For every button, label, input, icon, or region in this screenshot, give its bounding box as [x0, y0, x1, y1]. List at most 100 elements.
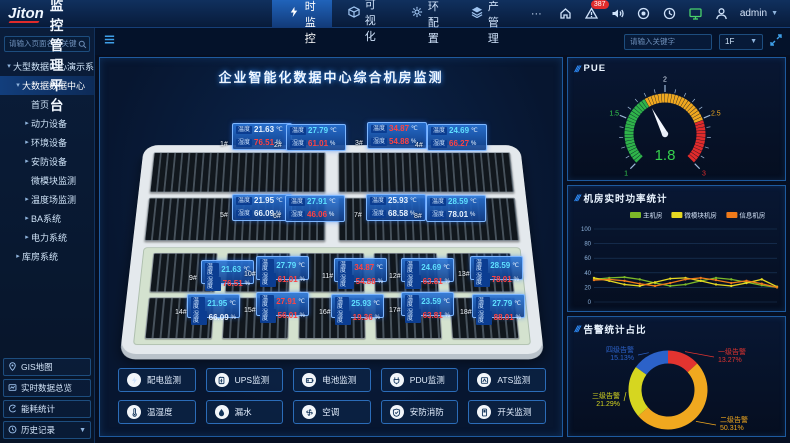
tree-caret-icon: ▸ [25, 196, 29, 203]
panel-title-icon: /// [573, 63, 582, 74]
sidebar-button-4[interactable]: 历史记录 ▼ [3, 421, 91, 439]
sensor-readout-3[interactable]: 3# 温度 34.87 ℃ 湿度 54.88% [355, 122, 427, 149]
temp-label: 温度 [476, 297, 491, 311]
tree-node-4[interactable]: ▸ 动力设备 [0, 114, 94, 133]
sensor-readout-5[interactable]: 5# 温度 21.95 ℃ 湿度 66.09% [220, 194, 292, 221]
monitor-button-7[interactable]: 漏水 [205, 400, 284, 424]
svg-text:四级告警: 四级告警 [606, 345, 634, 354]
sensor-readout-11[interactable]: 11# 温度 34.87 ℃ 湿度 54.88% [322, 258, 387, 289]
monitor-button-9[interactable]: 安防消防 [380, 400, 459, 424]
sensor-readout-2[interactable]: 2# 温度 27.79 ℃ 湿度 61.01% [274, 124, 346, 151]
tree-node-11[interactable]: ▸ 库房系统 [0, 247, 94, 266]
menu-toggle-icon[interactable] [103, 33, 116, 51]
monitor-button-8[interactable]: 空调 [293, 400, 371, 424]
monitor-button-5[interactable]: ATS监测 [468, 368, 546, 392]
tree-node-2[interactable]: ▾ 大数据数据中心 [0, 75, 94, 95]
sidebar-button-2[interactable]: 实时数据总览 [3, 379, 91, 397]
nav-item-3[interactable]: 动环配置 [395, 0, 455, 45]
tree-node-3[interactable]: 首页 [0, 95, 94, 114]
user-icon[interactable] [714, 6, 729, 21]
datacenter-3d-scene[interactable]: 1# 温度 21.63 ℃ 湿度 76.51% 2# 温度 27.79 ℃ 湿度 61.01% 3# 温度… [100, 88, 564, 364]
monitor-icon[interactable] [688, 6, 703, 21]
sensor-readout-1[interactable]: 1# 温度 21.63 ℃ 湿度 76.51% [220, 123, 292, 150]
tree-node-label: 安防设备 [31, 156, 68, 167]
nav-item-label: 3D可视化 [364, 0, 376, 43]
sidebar-search-input[interactable] [4, 35, 90, 52]
sensor-id: 8# [414, 213, 422, 220]
hum-value: 61.01 [308, 139, 329, 148]
hum-label: 湿度 [338, 275, 354, 289]
record-icon[interactable] [636, 6, 651, 21]
temp-value: 25.93 [388, 196, 409, 205]
sensor-readout-15[interactable]: 15# 温度 27.91 ℃ 湿度 56.01% [244, 292, 309, 323]
main-nav: 实时监控 3D可视化 动环配置 资产管理 ··· [271, 0, 558, 45]
home-icon[interactable] [558, 6, 573, 21]
hum-value: 66.27 [449, 139, 470, 148]
rack-block [338, 152, 515, 193]
app-header: Jiton 计通智能监控管理平台 实时监控 3D可视化 动环配置 资产管理 ··· 38… [0, 0, 790, 113]
svg-text:50.31%: 50.31% [720, 425, 744, 432]
monitor-button-1[interactable]: 配电监测 [118, 368, 196, 392]
svg-text:15.13%: 15.13% [610, 355, 634, 362]
tree-node-8[interactable]: ▸ 温度场监测 [0, 190, 94, 209]
monitor-button-6[interactable]: 温湿度 [118, 400, 196, 424]
hum-unit: % [411, 139, 417, 145]
sidebar-button-3[interactable]: 能耗统计 [3, 400, 91, 418]
sensor-readout-7[interactable]: 7# 温度 25.93 ℃ 湿度 68.58% [354, 194, 426, 221]
sensor-readout-16[interactable]: 16# 温度 25.93 ℃ 湿度 19.36% [319, 294, 384, 325]
tree-node-10[interactable]: ▸ 电力系统 [0, 228, 94, 247]
sensor-readout-10[interactable]: 10# 温度 27.79 ℃ 湿度 61.01% [244, 256, 309, 287]
temp-unit: ℃ [243, 267, 250, 273]
tree-node-9[interactable]: ▸ BA系统 [0, 209, 94, 228]
alarm-icon[interactable]: 387 [584, 0, 609, 21]
tree-node-6[interactable]: ▸ 安防设备 [0, 152, 94, 171]
ats-icon [477, 373, 492, 387]
thermometer-icon [127, 405, 141, 419]
speaker-icon[interactable] [610, 6, 625, 21]
nav-item-2[interactable]: 3D可视化 [332, 0, 395, 43]
tree-node-1[interactable]: ▾大型数据中心演示系统 [0, 57, 94, 76]
monitor-button-4[interactable]: PDU监测 [380, 368, 459, 392]
hum-value: 68.58 [388, 209, 409, 218]
svg-text:微模块机房: 微模块机房 [684, 211, 717, 220]
sensor-readout-18[interactable]: 18# 温度 27.79 ℃ 湿度 88.01% [460, 294, 525, 325]
fullscreen-icon[interactable] [770, 33, 782, 51]
sensor-readout-9[interactable]: 9# 温度 21.63 ℃ 湿度 76.51% [189, 260, 254, 291]
tree-node-7[interactable]: 微模块监测 [0, 171, 94, 190]
tree-node-label: 环境设备 [31, 137, 68, 148]
temp-label: 温度 [260, 259, 275, 273]
sensor-id: 13# [458, 271, 470, 278]
sensor-id: 6# [273, 213, 281, 220]
nav-item-5[interactable]: ··· [515, 0, 558, 28]
sidebar-button-label: 能耗统计 [21, 404, 56, 414]
battery-icon [302, 373, 317, 387]
hum-unit: % [410, 211, 416, 217]
keyword-search-input[interactable] [624, 33, 712, 50]
sensor-readout-6[interactable]: 6# 温度 27.91 ℃ 湿度 46.06% [273, 195, 345, 222]
sensor-readout-4[interactable]: 4# 温度 24.69 ℃ 湿度 66.27% [415, 124, 487, 151]
sensor-readout-13[interactable]: 13# 温度 28.59 ℃ 湿度 78.01% [458, 256, 523, 287]
power-line-chart: 主机房 微模块机房 信息机房 0 20 40 60 80 100 [568, 207, 785, 317]
sensor-readout-12[interactable]: 12# 温度 24.69 ℃ 湿度 63.81% [389, 258, 454, 289]
clock-icon[interactable] [662, 6, 677, 21]
floor-select[interactable]: 1F ▼ [719, 33, 763, 50]
sensor-readout-17[interactable]: 17# 温度 23.59 ℃ 湿度 63.81% [389, 292, 454, 323]
tree-node-5[interactable]: ▸ 环境设备 [0, 133, 94, 152]
sensor-readout-8[interactable]: 8# 温度 28.59 ℃ 湿度 78.01% [414, 195, 486, 222]
sensor-readout-14[interactable]: 14# 温度 21.95 ℃ 湿度 66.09% [175, 294, 240, 325]
hum-label: 湿度 [260, 273, 276, 287]
sensor-id: 7# [354, 212, 362, 219]
monitor-button-10[interactable]: 开关监测 [468, 400, 546, 424]
temp-value: 24.69 [421, 263, 442, 272]
temp-unit: ℃ [376, 265, 383, 271]
nav-item-1[interactable]: 实时监控 [271, 0, 332, 45]
sidebar-button-label: GIS地图 [21, 362, 53, 372]
temp-label: 温度 [371, 125, 388, 133]
sidebar-button-label: 实时数据总览 [21, 383, 73, 393]
tree-caret-icon: ▸ [25, 234, 29, 241]
user-menu[interactable]: admin ▼ [740, 8, 778, 19]
sidebar-button-1[interactable]: GIS地图 [3, 358, 91, 376]
nav-item-4[interactable]: 资产管理 [455, 0, 515, 45]
monitor-button-2[interactable]: UPS监测 [205, 368, 284, 392]
monitor-button-3[interactable]: 电池监测 [293, 368, 371, 392]
